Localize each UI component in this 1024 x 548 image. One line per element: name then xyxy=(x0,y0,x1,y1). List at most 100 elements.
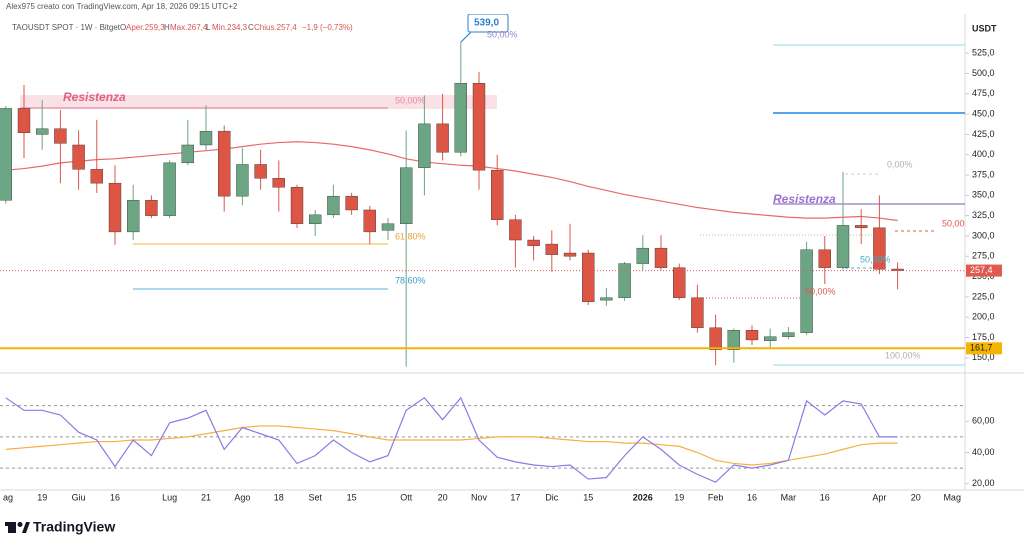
candle-body xyxy=(236,164,249,197)
candle-body xyxy=(545,243,558,255)
watermark: Alex975 creato con TradingView.com, Apr … xyxy=(6,2,238,11)
x-tick-label: 19 xyxy=(674,492,684,502)
annotation: 100,00% xyxy=(885,350,921,360)
candle-body xyxy=(636,247,649,264)
candle-body xyxy=(290,187,304,224)
x-tick-label: Ott xyxy=(400,492,413,502)
y-tick-label: 375,0 xyxy=(972,169,995,179)
candle-body xyxy=(363,209,376,233)
annotation: 50,00% xyxy=(487,29,518,39)
candle-body xyxy=(673,267,686,298)
candle-body xyxy=(72,144,85,170)
price-label: 161,7 xyxy=(970,343,993,353)
candle-body xyxy=(855,225,868,229)
annotation: 50,00 xyxy=(942,218,965,228)
candle-body xyxy=(491,169,504,220)
ohlc-legend: O xyxy=(120,23,126,32)
x-tick-label: 2026 xyxy=(633,492,653,502)
candle-body xyxy=(327,195,340,216)
symbol-title: TAOUSDT SPOT · 1W · Bitget xyxy=(12,23,121,32)
candle-body xyxy=(345,195,358,211)
candle-body xyxy=(54,128,67,144)
x-tick-label: 16 xyxy=(820,492,830,502)
y-tick-label: 175,0 xyxy=(972,332,995,342)
candle-body xyxy=(782,332,795,337)
candle-body xyxy=(217,130,231,197)
callout-box xyxy=(467,14,509,33)
candle-body xyxy=(527,239,540,246)
x-tick-label: Lug xyxy=(162,492,177,502)
ohlc-legend: L xyxy=(206,23,211,32)
candle-body xyxy=(199,130,213,146)
candle-body xyxy=(764,336,777,341)
x-tick-label: ag xyxy=(3,492,13,502)
candle-body xyxy=(563,252,577,257)
candle-body xyxy=(818,249,831,268)
x-tick-label: Dic xyxy=(545,492,558,502)
candle-body xyxy=(90,169,104,184)
candle-body xyxy=(0,108,12,201)
brand: TradingView xyxy=(33,519,115,535)
x-tick-label: Set xyxy=(308,492,322,502)
y-tick-label: 525,0 xyxy=(972,48,995,58)
annotation: Resistenza xyxy=(63,90,126,104)
annotation: 78,60% xyxy=(395,275,426,285)
candle-body xyxy=(381,223,395,231)
annotation: Resistenza xyxy=(773,192,836,206)
candle-body xyxy=(654,247,668,268)
candle-body xyxy=(163,162,176,216)
logo-icon xyxy=(5,522,13,526)
candle-body xyxy=(126,200,140,233)
x-tick-label: 21 xyxy=(201,492,211,502)
brand-logo: TradingView xyxy=(5,519,115,535)
candle-body xyxy=(108,182,122,233)
annotation: 50,00% xyxy=(860,254,891,264)
logo-icon xyxy=(8,522,16,533)
candle-body xyxy=(873,227,886,270)
plot xyxy=(0,41,904,367)
ohlc-legend: C xyxy=(248,23,254,32)
y-tick-label: 40,00 xyxy=(972,447,995,457)
y-tick-label: 325,0 xyxy=(972,210,995,220)
x-tick-label: 18 xyxy=(274,492,284,502)
candle-body xyxy=(472,83,486,171)
candle-body xyxy=(691,297,704,328)
x-tick-label: 16 xyxy=(747,492,757,502)
drawings xyxy=(20,14,965,366)
y-tick-label: 300,0 xyxy=(972,230,995,240)
candle-body xyxy=(36,128,49,135)
price-label: 257,4 xyxy=(970,265,993,275)
annotation: 61,80% xyxy=(395,231,426,241)
x-tick-label: Mag xyxy=(943,492,961,502)
moving-average xyxy=(5,141,898,222)
candle-body xyxy=(618,263,631,298)
candle-body xyxy=(836,225,850,268)
y-tick-label: 475,0 xyxy=(972,88,995,98)
logo-icon xyxy=(22,522,30,533)
x-tick-label: Ago xyxy=(234,492,250,502)
rsi-line xyxy=(5,396,898,483)
candle-body xyxy=(17,108,31,133)
x-tick-label: 17 xyxy=(510,492,520,502)
candle-body xyxy=(582,252,595,302)
annotation: 50,00% xyxy=(395,95,426,105)
y-tick-label: 60,00 xyxy=(972,416,995,426)
y-tick-label: 225,0 xyxy=(972,291,995,301)
price-label-box xyxy=(966,342,1002,355)
y-tick-label: 425,0 xyxy=(972,129,995,139)
candle-body xyxy=(454,83,467,153)
candle-body xyxy=(436,123,449,153)
candle-body xyxy=(309,214,322,224)
x-tick-label: Apr xyxy=(872,492,886,502)
ohlc-legend: Max.267,4 xyxy=(170,23,208,32)
y-tick-label: 275,0 xyxy=(972,251,995,261)
price-label-box xyxy=(966,264,1002,277)
candle-body xyxy=(254,164,267,179)
candle-body xyxy=(745,329,759,341)
annotation: 539,0 xyxy=(474,18,499,29)
ohlc-legend: Min.234,3 xyxy=(212,23,248,32)
y-axis-unit: USDT xyxy=(972,23,997,33)
